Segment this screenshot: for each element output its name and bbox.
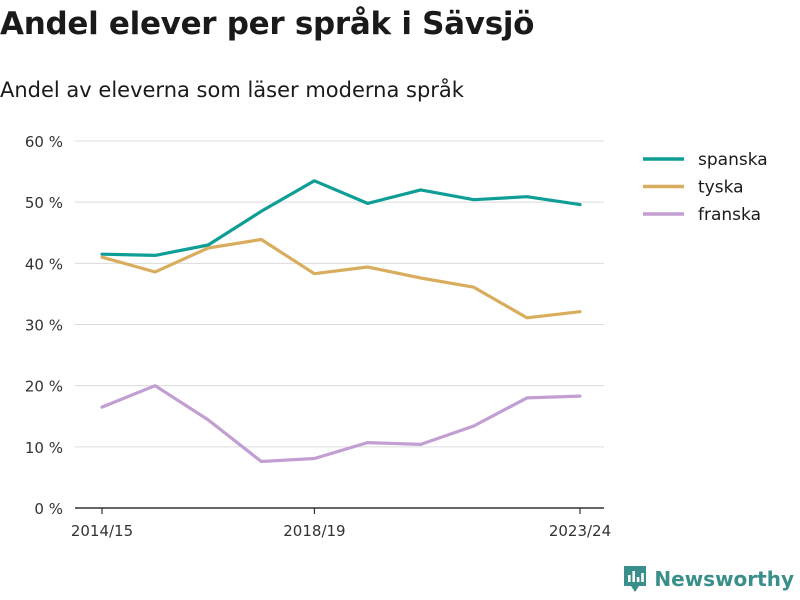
series-line-spanska (100, 179, 582, 257)
y-tick-label: 30 % (25, 317, 63, 335)
x-tick-label: 2014/15 (71, 522, 133, 540)
y-tick-label: 50 % (25, 194, 63, 212)
y-tick-label: 60 % (25, 133, 63, 151)
newsworthy-logo: Newsworthy (622, 564, 794, 594)
brand-name: Newsworthy (654, 567, 794, 591)
chart-subtitle: Andel av eleverna som läser moderna språ… (0, 78, 464, 102)
y-tick-label: 20 % (25, 378, 63, 396)
x-tick-label: 2018/19 (283, 522, 345, 540)
y-tick-label: 10 % (25, 439, 63, 457)
series-line-franska (100, 384, 582, 464)
y-tick-label: 40 % (25, 255, 63, 273)
newsworthy-icon (624, 566, 647, 592)
legend-label-spanska: spanska (698, 150, 768, 170)
chart-title: Andel elever per språk i Sävsjö (0, 6, 535, 42)
x-tick-label: 2023/24 (549, 522, 611, 540)
legend-label-franska: franska (698, 205, 761, 225)
legend-label-tyska: tyska (698, 178, 744, 198)
series-line-tyska (100, 237, 582, 320)
y-tick-label: 0 % (34, 500, 63, 518)
